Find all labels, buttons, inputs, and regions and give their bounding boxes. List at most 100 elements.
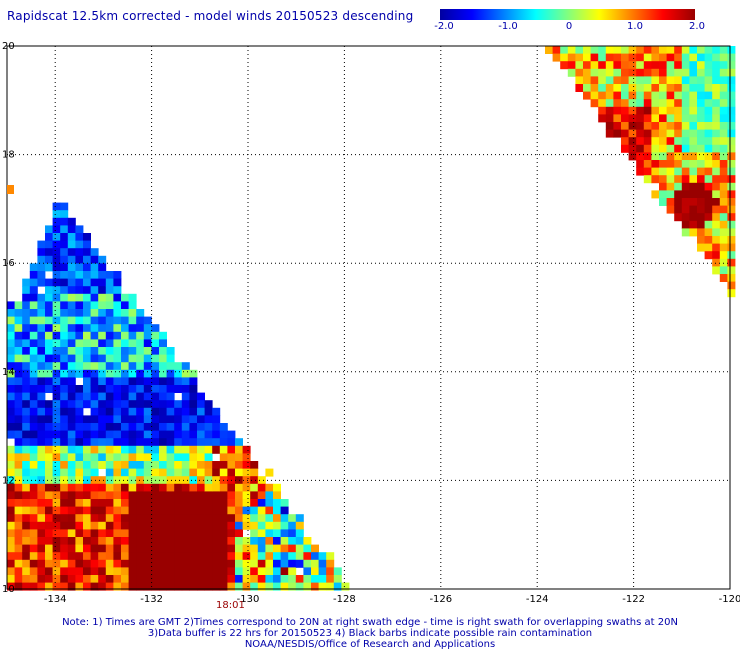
wind-cell [7, 423, 15, 431]
wind-cell [52, 210, 61, 219]
wind-cell [681, 61, 690, 70]
wind-cell [22, 468, 31, 477]
wind-cell [67, 582, 76, 591]
wind-cell [75, 316, 84, 325]
wind-cell [90, 499, 99, 507]
wind-cell [83, 255, 91, 264]
wind-cell [257, 567, 266, 576]
wind-cell [265, 537, 274, 545]
wind-cell [7, 491, 15, 500]
wind-cell [174, 461, 183, 469]
wind-cell [204, 499, 213, 507]
wind-cell [189, 423, 198, 431]
wind-cell [674, 160, 683, 168]
wind-cell [128, 369, 137, 378]
wind-cell [181, 423, 190, 431]
wind-cell [83, 468, 91, 477]
wind-cell [295, 514, 304, 523]
wind-cell [60, 385, 69, 393]
wind-cell [67, 377, 76, 386]
wind-cell [590, 61, 599, 70]
wind-cell [560, 46, 569, 54]
wind-cell [29, 407, 38, 416]
wind-cell [29, 347, 38, 355]
map-title: Rapidscat 12.5km corrected - model winds… [7, 9, 414, 23]
wind-cell [52, 369, 61, 378]
wind-cell [75, 453, 84, 462]
wind-cell [52, 514, 61, 523]
wind-cell [37, 521, 46, 530]
wind-cell [197, 423, 205, 431]
wind-cell [121, 362, 129, 371]
wind-cell [250, 575, 259, 583]
wind-cell [621, 84, 629, 92]
wind-cell [136, 430, 145, 439]
wind-cell [318, 559, 327, 568]
wind-cell [197, 491, 205, 500]
wind-cell [52, 575, 61, 583]
wind-cell [273, 499, 281, 507]
wind-cell [613, 122, 622, 130]
gridlines [6, 45, 731, 590]
wind-cell [159, 415, 167, 424]
wind-cell [37, 301, 46, 310]
wind-cell [75, 331, 84, 340]
wind-cell [197, 559, 205, 568]
wind-cell [681, 114, 690, 123]
wind-cell [712, 258, 721, 267]
wind-cell [719, 152, 728, 161]
wind-cell [681, 122, 690, 130]
wind-cell [83, 559, 91, 568]
wind-cell [29, 468, 38, 477]
wind-cell [121, 400, 129, 409]
wind-cell [181, 400, 190, 409]
wind-cell [143, 423, 152, 431]
wind-cell [45, 529, 53, 538]
wind-cell [166, 415, 175, 424]
wind-cell [113, 293, 122, 302]
wind-cell [75, 362, 84, 371]
wind-cell [22, 544, 31, 553]
wind-cell [174, 544, 183, 553]
wind-cell [151, 552, 160, 561]
wind-cell [643, 76, 652, 85]
wind-cell [674, 190, 683, 199]
wind-cell [204, 491, 213, 500]
wind-cell [303, 552, 312, 561]
wind-cell [189, 369, 198, 378]
wind-cell [674, 205, 683, 214]
wind-cell [29, 521, 38, 530]
wind-cell [22, 552, 31, 561]
wind-cell [197, 552, 205, 561]
wind-cell [105, 491, 114, 500]
wind-cell [105, 324, 114, 333]
wind-cell [90, 438, 99, 447]
wind-cell [219, 521, 228, 530]
wind-cell [166, 461, 175, 469]
wind-cell [727, 236, 736, 244]
wind-cell [105, 415, 114, 424]
wind-cell [105, 552, 114, 561]
wind-cell [14, 582, 23, 591]
wind-cell [659, 144, 667, 153]
wind-cell [75, 347, 84, 355]
wind-cell [90, 309, 99, 317]
wind-cell [105, 301, 114, 310]
wind-cell [235, 567, 243, 576]
wind-cell [288, 552, 297, 561]
wind-cell [45, 301, 53, 310]
wind-cell [590, 53, 599, 62]
wind-cell [181, 499, 190, 507]
wind-cell [75, 461, 84, 469]
wind-cell [273, 552, 281, 561]
wind-cell [22, 453, 31, 462]
wind-cell [83, 537, 91, 545]
wind-cell [60, 324, 69, 333]
wind-cell [14, 347, 23, 355]
wind-cell [113, 385, 122, 393]
wind-cell [674, 129, 683, 138]
wind-cell [181, 506, 190, 515]
wind-cell [121, 521, 129, 530]
wind-cell [628, 68, 637, 77]
wind-cell [689, 99, 698, 108]
